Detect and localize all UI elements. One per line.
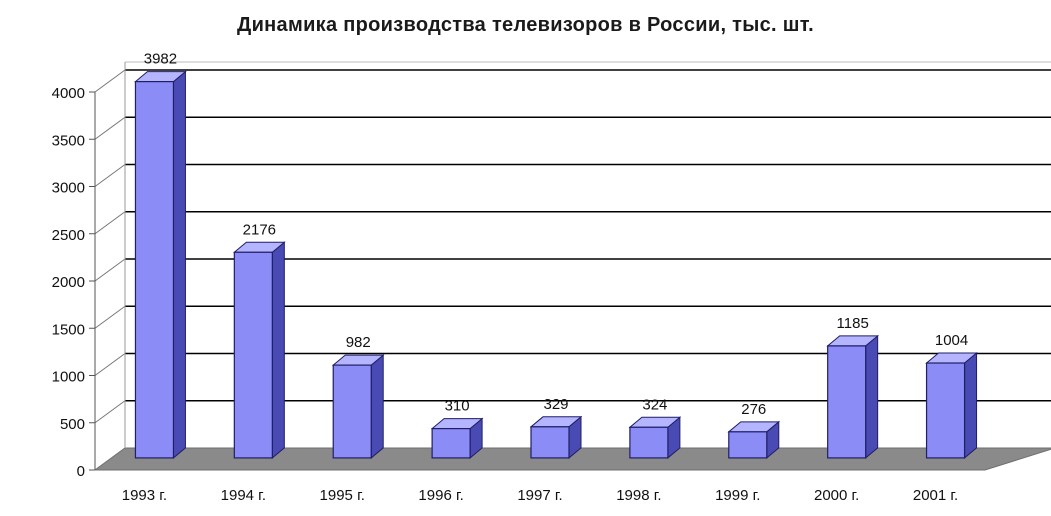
y-tick-label: 2500 [52, 227, 85, 244]
x-tick-label: 2001 г. [913, 487, 958, 504]
bar [530, 426, 570, 459]
y-tick-label: 1500 [52, 321, 85, 338]
bar [827, 345, 867, 459]
bar [629, 426, 669, 459]
x-tick-label: 1996 г. [418, 487, 463, 504]
gridline-side [94, 69, 126, 93]
bar [332, 364, 372, 459]
x-tick-label: 1993 г. [122, 487, 167, 504]
gridline-side [94, 305, 126, 329]
gridline-side [94, 353, 126, 376]
x-tick-label: 1995 г. [320, 487, 365, 504]
bar [431, 428, 471, 459]
bar-side [370, 354, 384, 459]
bar-side [964, 351, 978, 459]
bar-side [172, 70, 186, 459]
y-tick-label: 1000 [52, 369, 85, 386]
bar [233, 251, 273, 459]
bar [925, 362, 966, 459]
y-tick-label: 4000 [52, 85, 85, 102]
data-label: 2176 [243, 221, 276, 238]
bar-side [271, 241, 285, 459]
data-label: 324 [642, 396, 667, 413]
data-label: 276 [741, 401, 766, 418]
gridline-side [94, 447, 126, 471]
data-label: 329 [543, 396, 568, 413]
x-tick-label: 1998 г. [616, 487, 661, 504]
x-tick-label: 1994 г. [221, 487, 266, 504]
y-tick-label: 500 [60, 416, 85, 433]
y-tick-label: 3000 [52, 180, 85, 197]
x-tick-label: 2000 г. [814, 487, 859, 504]
gridline-side [94, 116, 126, 140]
gridline-side [94, 258, 126, 282]
x-tick-label: 1999 г. [715, 487, 760, 504]
data-label: 1004 [935, 332, 968, 349]
x-tick-label: 1997 г. [517, 487, 562, 504]
gridline-side [94, 164, 126, 187]
bar [728, 431, 768, 459]
data-label: 310 [445, 398, 470, 415]
y-tick-label: 2000 [52, 274, 85, 291]
y-tick-label: 0 [77, 463, 85, 480]
bar-side [865, 334, 879, 459]
data-label: 1185 [837, 315, 869, 332]
data-label: 982 [346, 334, 371, 351]
chart-title: Динамика производства телевизоров в Росс… [237, 14, 814, 36]
data-label: 3982 [144, 51, 177, 68]
bar [134, 81, 175, 459]
gridline-side [94, 211, 126, 235]
gridline-side [94, 400, 126, 424]
y-tick-label: 3500 [52, 132, 85, 149]
